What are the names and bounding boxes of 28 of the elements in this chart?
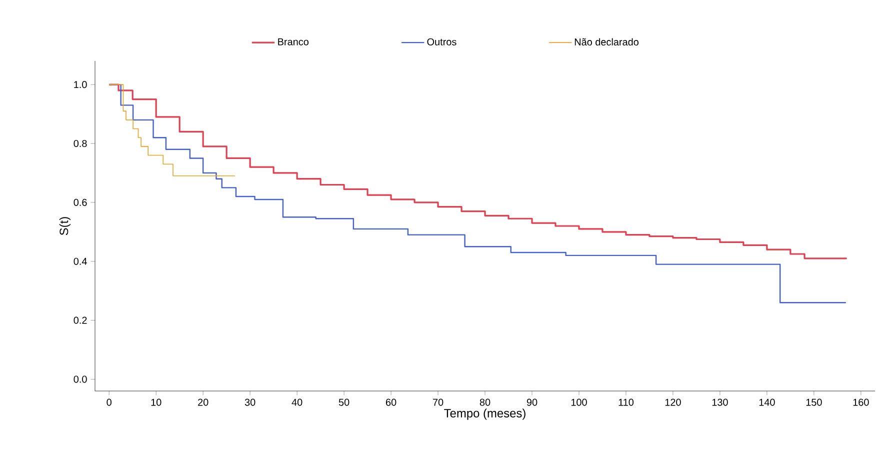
x-tick-label: 40 bbox=[292, 398, 302, 406]
y-tick-label: 0.2 bbox=[74, 316, 87, 324]
x-tick-label: 110 bbox=[618, 398, 634, 406]
x-tick-label: 80 bbox=[480, 398, 490, 406]
x-tick-label: 150 bbox=[806, 398, 822, 406]
x-tick-label: 20 bbox=[198, 398, 208, 406]
x-tick-label: 130 bbox=[712, 398, 728, 406]
y-axis-title: S(t) bbox=[59, 217, 71, 236]
x-tick-label: 140 bbox=[759, 398, 775, 406]
y-tick-label: 0.6 bbox=[74, 198, 87, 206]
x-tick-label: 30 bbox=[244, 398, 256, 406]
y-tick-label: 1.0 bbox=[74, 81, 87, 88]
x-tick-label: 90 bbox=[526, 398, 538, 406]
y-tick-label: 0.4 bbox=[74, 258, 87, 265]
x-tick-label: 70 bbox=[432, 398, 444, 406]
x-tick-label: 50 bbox=[338, 398, 350, 406]
legend-label: Outros bbox=[427, 38, 456, 46]
x-tick-label: 120 bbox=[665, 398, 681, 406]
x-tick-label: 10 bbox=[151, 398, 162, 406]
x-tick-label: 160 bbox=[853, 398, 869, 406]
x-axis-title: Tempo (meses) bbox=[444, 408, 526, 420]
legend-label: Branco bbox=[278, 38, 308, 46]
x-tick-label: 60 bbox=[386, 398, 396, 406]
y-tick-label: 0.8 bbox=[74, 140, 87, 148]
x-tick-label: 0 bbox=[106, 398, 112, 406]
x-tick-label: 100 bbox=[571, 398, 587, 406]
legend-label: Não declarado bbox=[574, 38, 638, 46]
y-tick-label: 0.0 bbox=[74, 376, 87, 383]
